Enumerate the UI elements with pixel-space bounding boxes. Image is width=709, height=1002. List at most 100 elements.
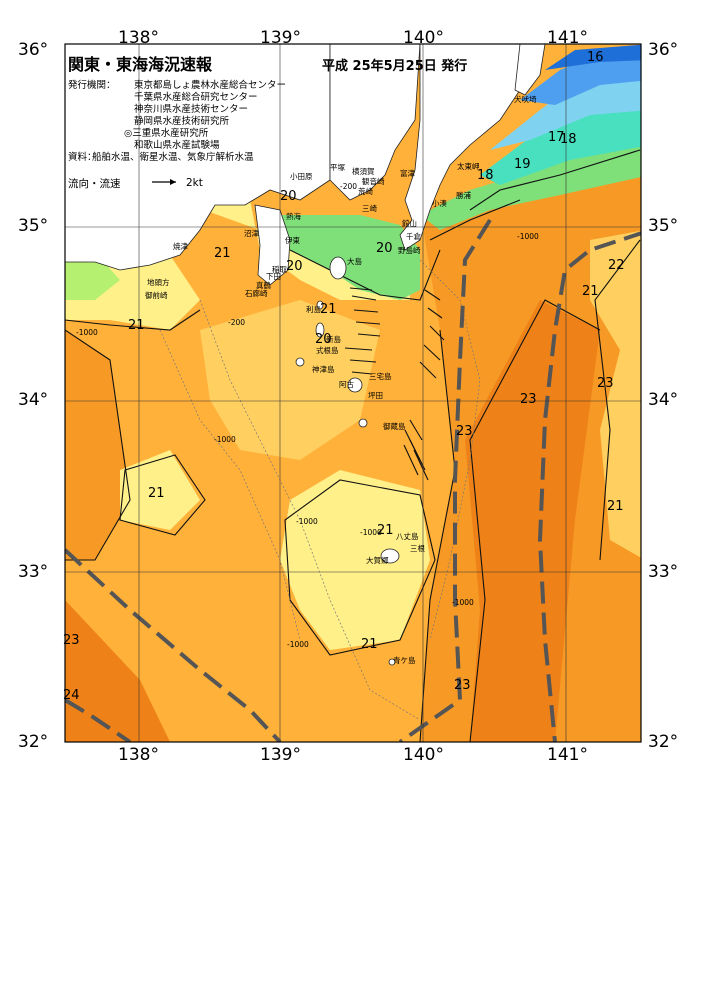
place-label: 利島 <box>306 305 321 314</box>
place-label: 坪田 <box>368 391 383 400</box>
lon-label-140-bottom: 140° <box>403 745 444 765</box>
temp-label: 17 <box>548 130 565 145</box>
depth-label: -1000 <box>214 435 236 444</box>
land-shizuoka <box>65 44 331 271</box>
island-miyakejima <box>347 377 363 393</box>
lon-label-141-top: 141° <box>547 28 588 48</box>
island-toshima <box>316 300 324 310</box>
place-label: 焼津 <box>173 242 188 251</box>
lat-label-34-left: 34° <box>18 390 49 410</box>
lat-label-35-right: 35° <box>648 216 679 236</box>
temp-label: 21 <box>148 486 165 501</box>
temp-label: 18 <box>477 168 494 183</box>
land-choshi <box>514 44 546 96</box>
lat-label-36-left: 36° <box>18 40 49 60</box>
place-label: 荒崎 <box>358 187 373 196</box>
place-label: 御蔵島 <box>383 422 406 431</box>
island-oshima <box>329 256 347 280</box>
place-label: 太東岬 <box>457 162 480 171</box>
temp-label: 16 <box>587 50 604 65</box>
current-vectors <box>344 287 445 481</box>
lon-label-141-bottom: 141° <box>547 745 588 765</box>
lat-label-35-left: 35° <box>18 216 49 236</box>
lat-label-36-right: 36° <box>648 40 679 60</box>
lon-label-140-top: 140° <box>403 28 444 48</box>
temp-label: 21 <box>214 246 231 261</box>
temp-label: 21 <box>607 499 624 514</box>
land-izu-peninsula <box>254 204 291 286</box>
place-label: 小湊 <box>432 199 447 208</box>
place-label: 稲取 <box>272 265 287 274</box>
place-label: 阿古 <box>339 380 354 389</box>
lat-label-32-left: 32° <box>18 732 49 752</box>
place-label: 大賀郷 <box>366 556 389 565</box>
depth-label: -1000 <box>517 232 539 241</box>
place-label: 平塚 <box>330 163 345 172</box>
place-label: 新島 <box>326 335 341 344</box>
island-hachijojima <box>380 548 400 564</box>
place-label: 下田 <box>266 272 281 281</box>
land-kanagawa <box>329 44 421 201</box>
island-mikurajima <box>358 418 368 428</box>
issuer-org-1: 東京都島しょ農林水産総合センター <box>134 80 287 91</box>
sst-band-green-coast <box>420 141 641 230</box>
depth-label: -1000 <box>287 640 309 649</box>
sst-band-light-green <box>65 258 120 300</box>
lat-label-32-right: 32° <box>648 732 679 752</box>
depth-label: -200 <box>340 182 358 191</box>
temp-label: 23 <box>520 392 537 407</box>
lon-label-138-bottom: 138° <box>118 745 159 765</box>
lat-label-33-left: 33° <box>18 562 49 582</box>
issuer-org-5: ◎三重県水産研究所 <box>124 128 209 139</box>
depth-label: -200 <box>228 318 246 327</box>
sea-surface-temperature-map <box>64 43 642 743</box>
place-label: 八丈島 <box>396 532 419 541</box>
lon-label-139-top: 139° <box>260 28 301 48</box>
place-label: 御前崎 <box>145 291 168 300</box>
map-title: 関東・東海海況速報 <box>68 55 213 74</box>
sources-label: 資料： <box>68 152 97 163</box>
sst-band-cyan <box>480 105 641 185</box>
lat-label-34-right: 34° <box>648 390 679 410</box>
depth-label: -1000 <box>452 598 474 607</box>
sst-band-light-blue <box>490 70 641 150</box>
sst-band-light-orange-east <box>590 230 641 558</box>
legend-arrowhead <box>170 179 176 185</box>
sst-band-deep-orange-sw <box>65 600 170 742</box>
issuer-org-2: 千葉県水産総合研究センター <box>134 92 258 103</box>
depth-label: -1000 <box>360 528 382 537</box>
place-label: 真鶴 <box>256 281 271 290</box>
place-label: 熱海 <box>286 212 301 221</box>
land-boso <box>399 44 521 251</box>
sst-band-deep-blue <box>545 44 641 70</box>
place-label: 千倉 <box>406 232 421 241</box>
lat-label-33-right: 33° <box>648 562 679 582</box>
temp-label: 18 <box>560 132 577 147</box>
place-label: 犬吠埼 <box>514 95 537 104</box>
temp-label: 24 <box>63 688 80 703</box>
temp-label: 23 <box>597 376 614 391</box>
issue-date: 平成 25年5月25日 発行 <box>322 59 468 74</box>
depth-label: -1000 <box>76 328 98 337</box>
lon-label-139-bottom: 139° <box>260 745 301 765</box>
island-kozushima <box>295 357 305 367</box>
place-label: 青ケ島 <box>393 656 416 665</box>
land-masses <box>65 44 546 666</box>
lon-label-138-top: 138° <box>118 28 159 48</box>
place-label: 館山 <box>402 219 417 228</box>
temp-label: 19 <box>514 157 531 172</box>
current-legend-scale: 2kt <box>186 177 203 189</box>
place-label: 石廊崎 <box>245 289 268 298</box>
place-label: 富津 <box>400 169 415 178</box>
place-label: 地頭方 <box>147 278 170 287</box>
map-border <box>64 43 642 743</box>
issuer-org-4: 静岡県水産技術研究所 <box>134 116 230 127</box>
temp-label: 21 <box>377 523 394 538</box>
place-label: 大島 <box>347 257 362 266</box>
place-label: 沼津 <box>244 229 259 238</box>
kuroshio-axis <box>65 218 641 742</box>
temp-label: 20 <box>376 241 393 256</box>
temp-label: 21 <box>582 284 599 299</box>
temp-label: 23 <box>63 633 80 648</box>
place-label: 三崎 <box>362 204 377 213</box>
